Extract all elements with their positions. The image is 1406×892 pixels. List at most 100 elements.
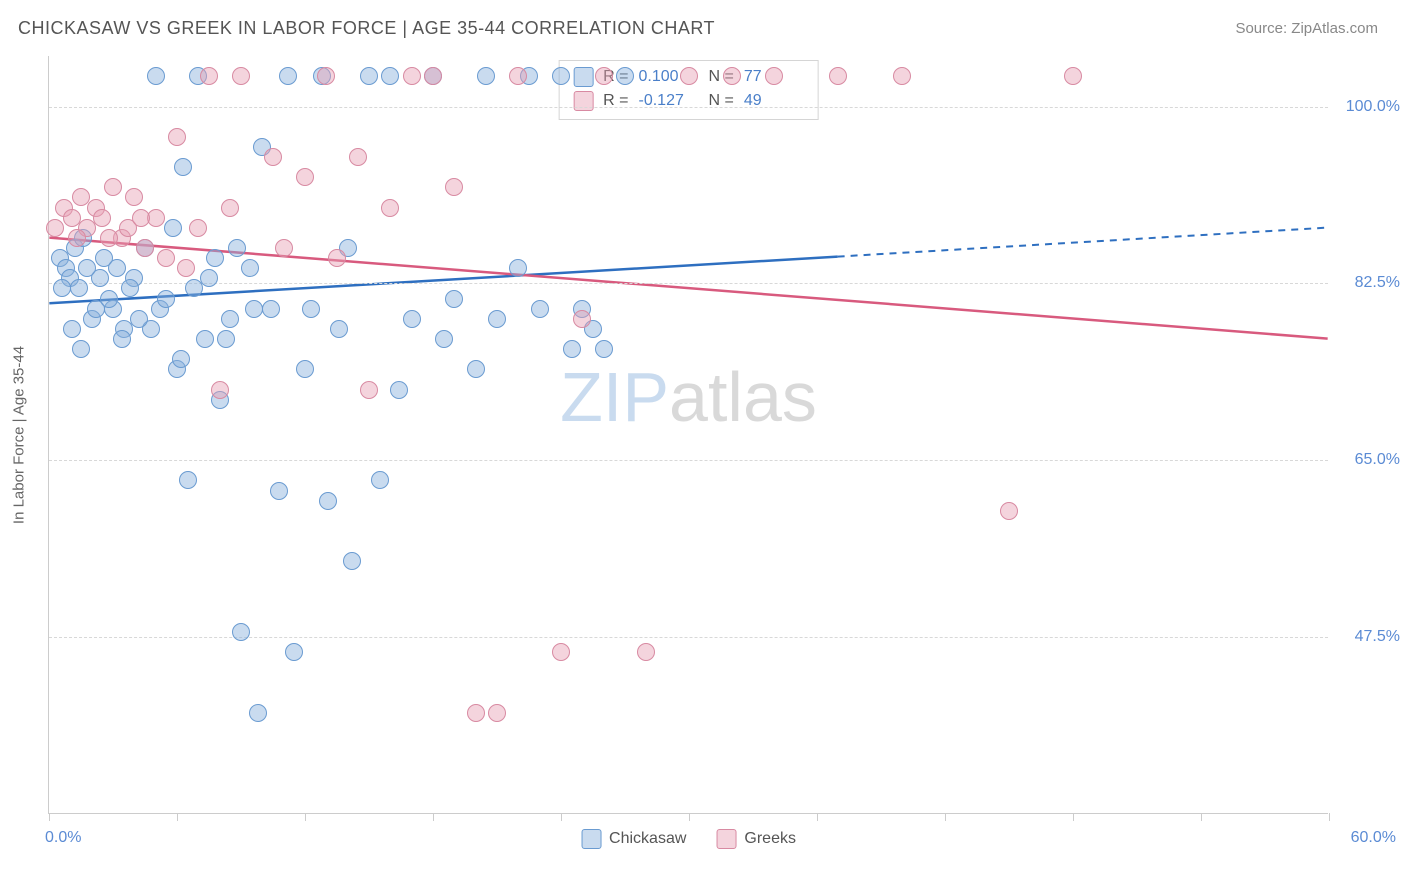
scatter-point <box>172 350 190 368</box>
scatter-point <box>72 340 90 358</box>
scatter-point <box>93 209 111 227</box>
legend-label-chickasaw: Chickasaw <box>609 830 686 848</box>
scatter-point <box>245 300 263 318</box>
scatter-point <box>424 67 442 85</box>
scatter-point <box>136 239 154 257</box>
scatter-point <box>680 67 698 85</box>
scatter-point <box>189 219 207 237</box>
scatter-point <box>445 178 463 196</box>
x-tick <box>177 813 178 821</box>
scatter-point <box>1000 502 1018 520</box>
x-axis-min-label: 0.0% <box>45 829 81 847</box>
scatter-point <box>285 643 303 661</box>
scatter-point <box>78 259 96 277</box>
scatter-point <box>63 320 81 338</box>
scatter-point <box>53 279 71 297</box>
scatter-point <box>113 330 131 348</box>
scatter-point <box>723 67 741 85</box>
scatter-point <box>100 229 118 247</box>
scatter-point <box>302 300 320 318</box>
x-tick <box>305 813 306 821</box>
swatch-chickasaw-icon <box>573 67 593 87</box>
scatter-point <box>317 67 335 85</box>
scatter-point <box>206 249 224 267</box>
scatter-point <box>200 269 218 287</box>
x-tick <box>1073 813 1074 821</box>
scatter-point <box>108 259 126 277</box>
scatter-point <box>125 188 143 206</box>
scatter-point <box>70 279 88 297</box>
scatter-point <box>262 300 280 318</box>
scatter-point <box>381 199 399 217</box>
scatter-point <box>595 340 613 358</box>
scatter-point <box>488 704 506 722</box>
scatter-point <box>296 360 314 378</box>
scatter-point <box>637 643 655 661</box>
y-tick-label: 100.0% <box>1346 98 1400 116</box>
gridline-horizontal <box>49 107 1328 108</box>
scatter-point <box>200 67 218 85</box>
scatter-point <box>168 128 186 146</box>
scatter-point <box>319 492 337 510</box>
scatter-point <box>563 340 581 358</box>
scatter-point <box>552 643 570 661</box>
scatter-point <box>765 67 783 85</box>
legend-item-chickasaw: Chickasaw <box>581 829 686 849</box>
scatter-point <box>264 148 282 166</box>
source-label: Source: ZipAtlas.com <box>1235 20 1378 37</box>
swatch-greeks-icon <box>573 91 593 111</box>
scatter-point <box>132 209 150 227</box>
scatter-point <box>130 310 148 328</box>
x-tick <box>561 813 562 821</box>
x-tick <box>945 813 946 821</box>
scatter-point <box>488 310 506 328</box>
scatter-point <box>616 67 634 85</box>
scatter-point <box>552 67 570 85</box>
scatter-point <box>279 67 297 85</box>
scatter-point <box>211 381 229 399</box>
scatter-point <box>343 552 361 570</box>
scatter-point <box>157 290 175 308</box>
gridline-horizontal <box>49 460 1328 461</box>
legend-swatch-greeks-icon <box>716 829 736 849</box>
scatter-point <box>328 249 346 267</box>
scatter-point <box>360 67 378 85</box>
scatter-point <box>360 381 378 399</box>
gridline-horizontal <box>49 283 1328 284</box>
scatter-point <box>174 158 192 176</box>
scatter-point <box>403 310 421 328</box>
scatter-point <box>228 239 246 257</box>
scatter-point <box>1064 67 1082 85</box>
scatter-point <box>100 290 118 308</box>
scatter-point <box>403 67 421 85</box>
scatter-point <box>509 259 527 277</box>
scatter-point <box>829 67 847 85</box>
scatter-point <box>893 67 911 85</box>
scatter-point <box>445 290 463 308</box>
scatter-point <box>371 471 389 489</box>
trend-lines-svg <box>49 56 1328 813</box>
scatter-point <box>46 219 64 237</box>
watermark-part2: atlas <box>669 358 817 436</box>
legend-item-greeks: Greeks <box>716 829 796 849</box>
scatter-point <box>509 67 527 85</box>
scatter-point <box>196 330 214 348</box>
watermark-part1: ZIP <box>560 358 669 436</box>
scatter-point <box>531 300 549 318</box>
scatter-point <box>381 67 399 85</box>
scatter-point <box>467 704 485 722</box>
x-axis-max-label: 60.0% <box>1351 829 1396 847</box>
legend-swatch-chickasaw-icon <box>581 829 601 849</box>
x-tick <box>49 813 50 821</box>
scatter-point <box>221 310 239 328</box>
scatter-point <box>467 360 485 378</box>
scatter-point <box>390 381 408 399</box>
x-tick <box>689 813 690 821</box>
scatter-point <box>270 482 288 500</box>
scatter-point <box>595 67 613 85</box>
y-axis-title: In Labor Force | Age 35-44 <box>11 345 28 523</box>
x-tick <box>433 813 434 821</box>
y-tick-label: 47.5% <box>1355 628 1400 646</box>
scatter-point <box>232 67 250 85</box>
scatter-point <box>275 239 293 257</box>
